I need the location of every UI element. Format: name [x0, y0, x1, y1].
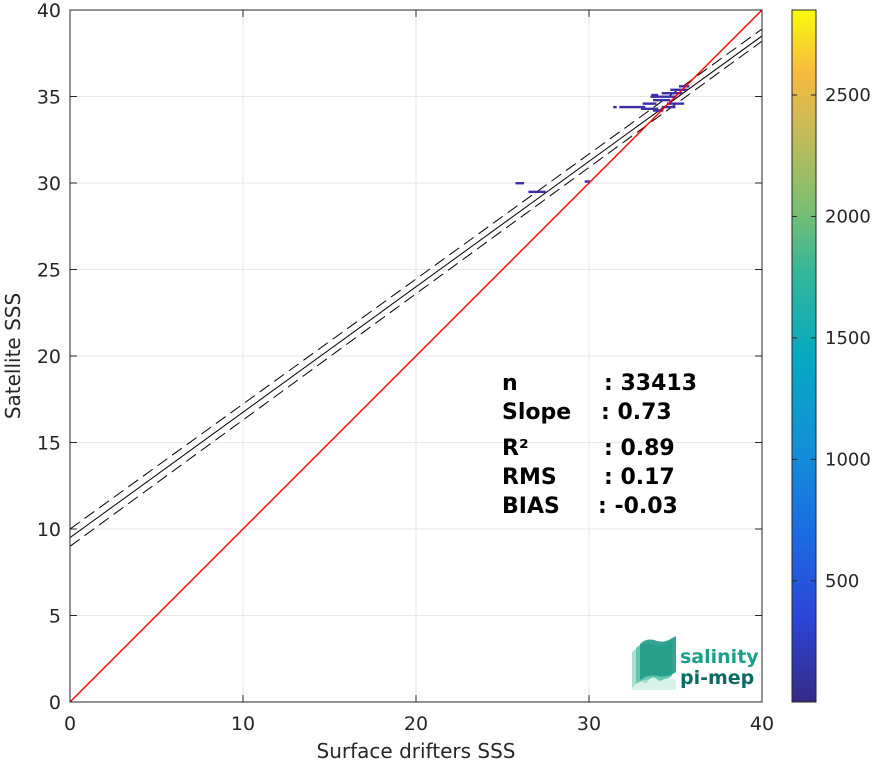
- x-tick-label: 40: [750, 713, 774, 735]
- colorbar-tick-label: 500: [825, 571, 859, 592]
- x-axis-label: Surface drifters SSS: [317, 739, 516, 763]
- stats-panel: n : 33413 Slope : 0.73 R² : 0.89 RMS : 0.17 BIAS…: [502, 371, 697, 519]
- stats-row: R² : 0.89: [502, 436, 675, 461]
- stat-value: : 0.73: [601, 400, 672, 425]
- stats-row: RMS : 0.17: [502, 465, 675, 490]
- y-tick-label: 20: [37, 346, 61, 368]
- colorbar-ticks: 500 1000 1500 2000 2500: [792, 85, 871, 592]
- x-tick-label: 10: [231, 713, 255, 735]
- stat-label: n: [502, 371, 518, 396]
- stat-label: Slope: [502, 400, 571, 425]
- density-point: [653, 98, 671, 102]
- density-point: [670, 88, 688, 91]
- density-point: [661, 92, 683, 95]
- regression-bound-high: [70, 28, 762, 530]
- colorbar-tick-label: 2500: [825, 85, 871, 106]
- density-point: [678, 85, 690, 88]
- colorbar-tick-label: 2000: [825, 206, 871, 227]
- y-axis-label: Satellite SSS: [1, 293, 25, 419]
- stat-label: R²: [502, 436, 529, 461]
- y-tick-label: 10: [37, 519, 61, 541]
- density-point: [584, 180, 590, 183]
- colorbar-gradient: [791, 9, 817, 703]
- x-tick-label: 30: [577, 713, 601, 735]
- salinity-pi-mep-logo: salinity pi-mep: [632, 636, 759, 690]
- stat-label: BIAS: [502, 494, 560, 519]
- y-tick-label: 35: [37, 87, 61, 109]
- stat-label: RMS: [502, 465, 557, 490]
- y-tick-label: 30: [37, 173, 61, 195]
- y-tick-label: 25: [37, 260, 61, 282]
- y-tick-label: 5: [49, 606, 61, 628]
- density-points: [515, 85, 690, 194]
- logo-text-pi-mep: pi-mep: [680, 667, 754, 689]
- identity-line: [69, 9, 763, 703]
- y-tick-label: 40: [37, 0, 61, 22]
- density-point: [653, 109, 664, 112]
- logo-text-salinity: salinity: [680, 646, 759, 668]
- colorbar: 500 1000 1500 2000 2500: [791, 9, 871, 703]
- density-point: [666, 102, 685, 105]
- density-point: [613, 105, 617, 109]
- stats-row: BIAS : -0.03: [502, 494, 678, 519]
- y-tick-labels: 0 5 10 15 20 25 30 35 40: [37, 0, 61, 714]
- wave-logo-icon: [632, 636, 676, 690]
- x-tick-label: 0: [64, 713, 76, 735]
- stats-row: n : 33413: [502, 371, 697, 396]
- density-point: [651, 93, 659, 97]
- density-point: [619, 105, 646, 109]
- density-point: [640, 107, 659, 111]
- stat-value: : 0.89: [604, 436, 675, 461]
- colorbar-tick-label: 1000: [825, 449, 871, 470]
- density-point: [528, 190, 546, 194]
- y-tick-label: 15: [37, 433, 61, 455]
- axis-ticks: [69, 9, 763, 703]
- stat-value: : 33413: [604, 371, 697, 396]
- stats-row: Slope : 0.73: [502, 400, 672, 425]
- x-tick-label: 20: [404, 713, 428, 735]
- colorbar-tick-label: 1500: [825, 328, 871, 349]
- stat-value: : -0.03: [598, 494, 678, 519]
- regression-line: [70, 35, 762, 539]
- density-point: [661, 105, 676, 109]
- stat-value: : 0.17: [604, 465, 675, 490]
- y-tick-label: 0: [49, 692, 61, 714]
- density-point: [650, 95, 677, 98]
- density-point: [515, 182, 525, 185]
- x-tick-labels: 0 10 20 30 40: [64, 713, 774, 735]
- density-point: [642, 102, 657, 105]
